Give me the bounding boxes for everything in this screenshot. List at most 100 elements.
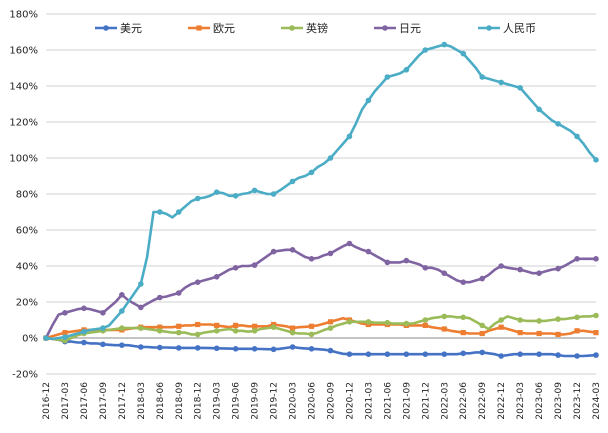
data-point — [479, 275, 486, 282]
data-point — [574, 314, 580, 321]
data-point — [536, 330, 542, 337]
data-point — [555, 331, 561, 337]
data-point — [441, 351, 448, 358]
data-point — [441, 313, 448, 320]
data-point — [195, 321, 201, 328]
data-point — [460, 330, 466, 336]
data-point — [232, 328, 239, 334]
data-point — [175, 290, 182, 296]
series-0 — [43, 335, 599, 359]
y-tick-label: 100% — [9, 154, 38, 165]
data-point — [175, 345, 182, 351]
data-point — [251, 187, 258, 194]
legend-label: 人民币 — [503, 22, 536, 35]
legend-marker — [486, 25, 492, 31]
x-tick-label: 2022-06 — [459, 382, 469, 420]
data-point — [517, 85, 523, 91]
y-tick-label: 80% — [16, 190, 38, 201]
data-point — [403, 257, 410, 264]
x-tick-label: 2017-09 — [99, 382, 109, 420]
data-point — [119, 342, 125, 349]
legend-item: 美元 — [95, 22, 142, 35]
data-point — [498, 317, 504, 323]
data-point — [251, 346, 258, 352]
data-point — [346, 319, 353, 325]
data-point — [327, 155, 334, 161]
data-point — [138, 304, 144, 311]
data-point — [517, 330, 523, 336]
y-tick-label: 40% — [16, 262, 38, 273]
series-line — [44, 242, 598, 340]
legend-marker — [289, 25, 295, 31]
data-point — [517, 266, 523, 273]
data-point — [479, 349, 486, 356]
x-tick-label: 2023-09 — [554, 382, 564, 420]
data-point — [270, 248, 277, 255]
data-point — [498, 263, 504, 269]
data-point — [441, 326, 447, 332]
data-point — [175, 329, 182, 336]
data-point — [327, 250, 334, 257]
data-point — [176, 323, 182, 329]
x-tick-label: 2018-12 — [194, 382, 204, 420]
data-point — [232, 193, 239, 199]
data-point — [194, 345, 201, 351]
data-point — [403, 67, 410, 73]
data-point — [194, 195, 201, 202]
y-tick-label: 120% — [9, 118, 38, 129]
data-point — [81, 328, 87, 335]
data-point — [289, 329, 296, 336]
data-point — [479, 322, 486, 329]
data-point — [194, 279, 201, 286]
data-point — [555, 121, 561, 127]
data-point — [308, 346, 315, 352]
series-lines — [43, 41, 599, 359]
x-tick-label: 2017-03 — [61, 382, 71, 420]
data-point — [213, 274, 220, 280]
data-point — [593, 255, 599, 262]
series-4 — [43, 41, 599, 341]
data-point — [100, 341, 106, 348]
y-tick-label: -20% — [12, 370, 38, 381]
legend-item: 英镑 — [281, 21, 328, 35]
data-point — [536, 270, 542, 277]
data-point — [138, 344, 144, 350]
data-point — [346, 240, 353, 247]
data-point — [233, 322, 239, 328]
data-point — [175, 209, 182, 215]
x-tick-label: 2017-12 — [118, 382, 128, 420]
data-point — [62, 310, 68, 316]
data-point — [574, 255, 580, 262]
legend-marker — [382, 25, 388, 31]
gridlines — [46, 13, 596, 375]
data-point — [43, 335, 49, 341]
legend-label: 英镑 — [306, 21, 328, 35]
data-point — [460, 350, 467, 357]
data-point — [384, 74, 391, 80]
x-tick-label: 2022-12 — [497, 382, 507, 420]
x-tick-label: 2021-12 — [421, 382, 431, 420]
data-point — [346, 133, 353, 140]
x-tick-label: 2020-09 — [326, 382, 336, 420]
x-tick-label: 2019-06 — [232, 382, 242, 420]
data-point — [62, 334, 68, 340]
series-line — [44, 336, 598, 358]
x-axis-tick-labels: 2016-12 2017-03 2017-06 2017-09 2017-12 2018-… — [42, 382, 602, 420]
x-tick-label: 2019-12 — [270, 382, 280, 420]
y-tick-label: 140% — [9, 82, 38, 93]
data-point — [289, 247, 296, 253]
data-point — [536, 106, 542, 113]
data-point — [100, 310, 106, 316]
data-point — [498, 324, 504, 330]
data-point — [194, 331, 201, 338]
data-point — [214, 322, 220, 328]
data-point — [251, 262, 258, 268]
data-point — [156, 328, 163, 334]
y-axis-tick-labels: -20% 0% 20% 40% 60% 80% 100% 120% 140% 160% 180% — [9, 10, 38, 381]
legend: 美元 欧元 英镑 日元 人民币 — [95, 21, 536, 35]
x-tick-label: 2023-06 — [535, 382, 545, 420]
x-tick-label: 2018-09 — [175, 382, 185, 420]
data-point — [308, 323, 315, 329]
data-point — [308, 331, 315, 338]
data-point — [270, 191, 277, 197]
